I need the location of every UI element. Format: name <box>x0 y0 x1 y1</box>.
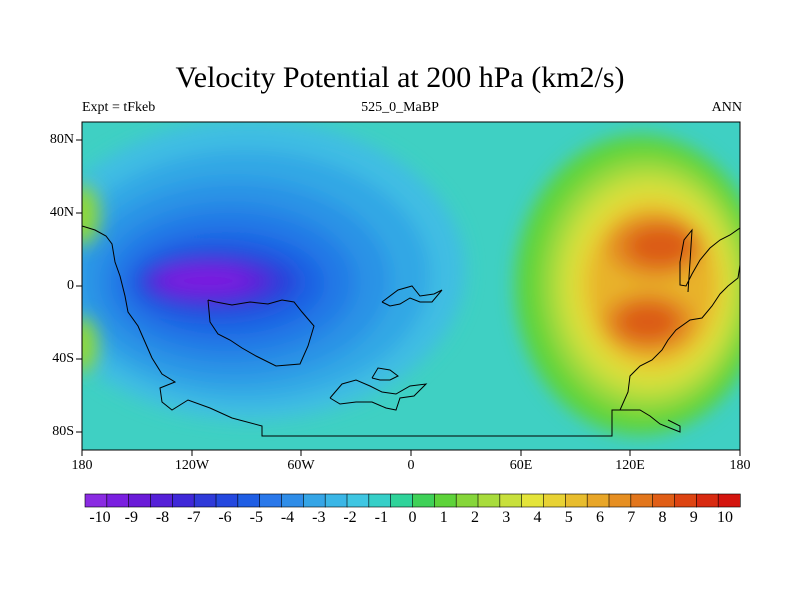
colorbar-swatch <box>521 493 545 508</box>
colorbar-swatch <box>565 493 588 508</box>
colorbar-swatch <box>477 493 501 508</box>
colorbar-swatch <box>717 493 741 508</box>
colorbar-swatch <box>237 493 261 508</box>
colorbar-label: -1 <box>374 509 388 526</box>
lon-label-60e: 60E <box>509 458 533 473</box>
colorbar-swatch <box>281 493 304 508</box>
colorbar-swatch <box>172 493 195 508</box>
colorbar-label: -6 <box>218 509 232 526</box>
colorbar-label: -3 <box>312 509 326 526</box>
colorbar-label: 0 <box>408 509 417 526</box>
colorbar-label: 10 <box>717 509 733 526</box>
colorbar-label: -9 <box>124 509 138 526</box>
colorbar-swatch <box>434 493 457 508</box>
colorbar-label: -10 <box>89 509 111 526</box>
colorbar-swatch <box>368 493 392 508</box>
colorbar-swatch <box>84 493 108 508</box>
colorbar-swatch <box>346 493 370 508</box>
lat-label-80n: 80N <box>49 132 74 147</box>
colorbar-label: 5 <box>564 509 573 526</box>
colorbar-swatch <box>390 493 414 508</box>
colorbar-swatch <box>303 493 326 508</box>
lat-label-40n: 40N <box>49 205 74 220</box>
colorbar-swatch <box>193 493 217 508</box>
colorbar-label: 9 <box>689 509 698 526</box>
maritime-coastline <box>381 285 443 307</box>
subtitle-left: Expt = tFkeb <box>82 100 156 115</box>
lon-label-60w: 60W <box>287 458 315 473</box>
colorbar-label: 3 <box>502 509 511 526</box>
eurasia-coastline <box>619 227 740 411</box>
ticks <box>76 139 741 456</box>
lon-label-180e: 180 <box>729 458 751 473</box>
colorbar-label: -7 <box>187 509 201 526</box>
colorbar-swatch <box>652 493 676 508</box>
colorbar-swatch <box>630 493 654 508</box>
eurafrica-coastline <box>207 299 315 367</box>
lat-label-80s: 80S <box>52 424 74 439</box>
colorbar-swatch <box>455 493 479 508</box>
colorbar-label: -8 <box>155 509 170 526</box>
colorbar-label: 1 <box>439 509 448 526</box>
contour-field <box>82 122 740 450</box>
lat-label-0: 0 <box>67 278 74 293</box>
colorbar-label: -5 <box>249 509 263 526</box>
colorbar-swatch <box>324 493 348 508</box>
australia-coastline <box>329 379 428 411</box>
colorbar-swatch <box>128 493 152 508</box>
coastlines <box>82 225 740 437</box>
lon-label-0: 0 <box>407 458 415 473</box>
colorbar-label: 8 <box>658 509 667 526</box>
lat-label-40s: 40S <box>52 351 74 366</box>
lon-label-120e: 120E <box>615 458 645 473</box>
colorbar-swatch <box>259 493 283 508</box>
subtitle-right: ANN <box>711 100 742 115</box>
colorbar-swatch <box>215 493 239 508</box>
colorbar-label: -4 <box>280 509 295 526</box>
negative-region <box>82 122 465 420</box>
colorbar-swatch <box>412 493 435 508</box>
lon-label-180w: 180 <box>71 458 93 473</box>
colorbar-swatch <box>608 493 632 508</box>
colorbar-label: 2 <box>471 509 479 526</box>
colorbar-swatch <box>586 493 610 508</box>
colorbar-label: 7 <box>627 509 636 526</box>
page-title: Velocity Potential at 200 hPa (km2/s) <box>175 61 625 94</box>
colorbar-swatch <box>674 493 697 508</box>
colorbar-swatch <box>543 493 566 508</box>
colorbar-label: 4 <box>533 509 542 526</box>
colorbar-label: 6 <box>596 509 604 526</box>
islands-coastline <box>371 367 399 381</box>
colorbar <box>84 493 741 508</box>
colorbar-swatch <box>106 493 130 508</box>
colorbar-swatch <box>499 493 523 508</box>
positive-region <box>515 135 740 435</box>
subtitle-center: 525_0_MaBP <box>361 100 439 115</box>
colorbar-swatch <box>150 493 173 508</box>
colorbar-swatch <box>696 493 719 508</box>
colorbar-label: -2 <box>343 509 357 526</box>
lon-label-120w: 120W <box>174 458 210 473</box>
americas-coastline <box>82 225 681 437</box>
